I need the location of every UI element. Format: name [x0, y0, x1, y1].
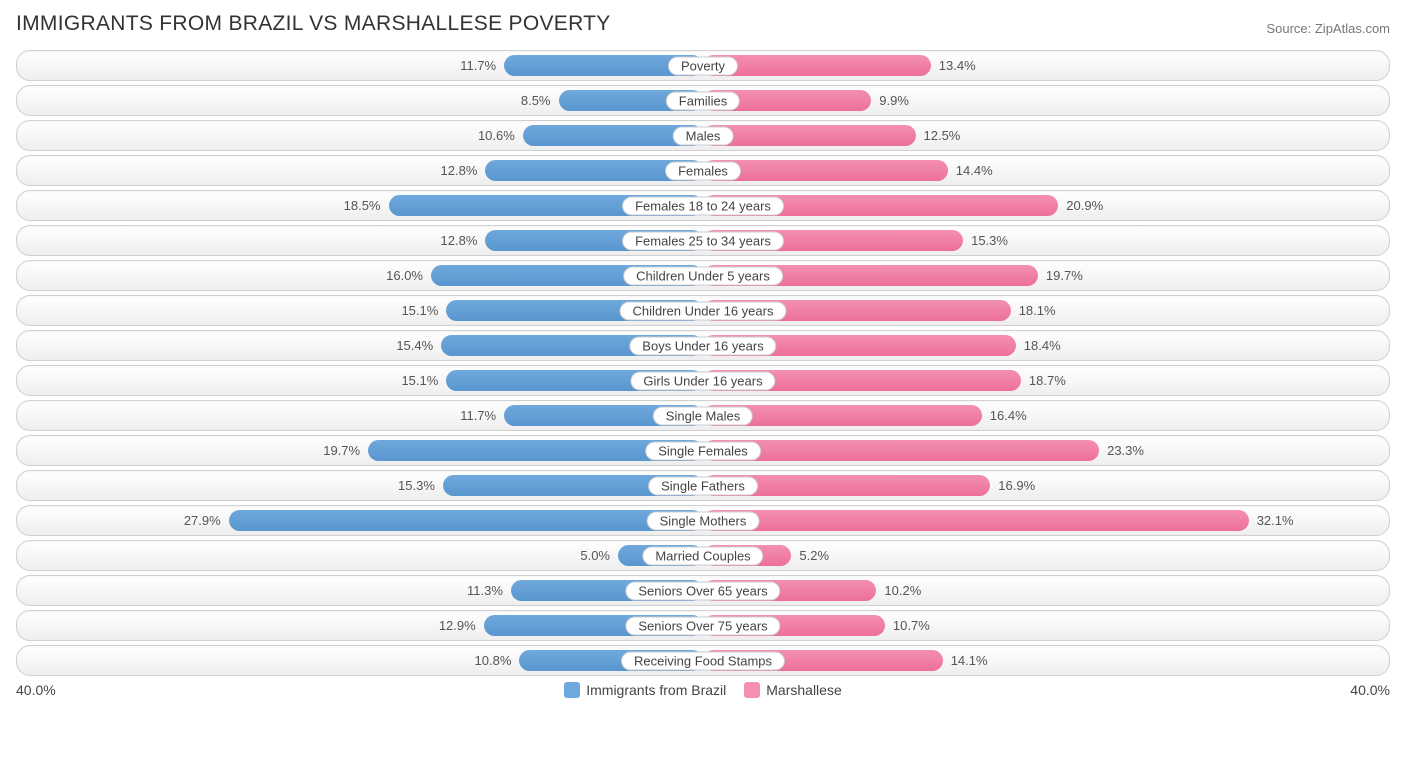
- value-left: 15.1%: [401, 370, 446, 391]
- value-right: 16.9%: [990, 475, 1035, 496]
- value-left: 15.3%: [398, 475, 443, 496]
- chart-row: 12.9% 10.7% Seniors Over 75 years: [16, 610, 1390, 641]
- bar-right: [703, 510, 1249, 531]
- value-left: 8.5%: [521, 90, 559, 111]
- value-right: 19.7%: [1038, 265, 1083, 286]
- category-label: Males: [673, 126, 734, 145]
- value-left: 15.4%: [396, 335, 441, 356]
- legend: Immigrants from Brazil Marshallese: [564, 682, 842, 698]
- value-left: 12.8%: [441, 160, 486, 181]
- axis-max-left: 40.0%: [16, 682, 56, 698]
- value-right: 10.7%: [885, 615, 930, 636]
- chart-source: Source: ZipAtlas.com: [1266, 21, 1390, 36]
- category-label: Children Under 16 years: [620, 301, 787, 320]
- value-right: 18.7%: [1021, 370, 1066, 391]
- value-left: 15.1%: [401, 300, 446, 321]
- category-label: Girls Under 16 years: [630, 371, 775, 390]
- value-right: 14.4%: [948, 160, 993, 181]
- value-left: 11.7%: [460, 405, 504, 426]
- value-right: 13.4%: [931, 55, 976, 76]
- value-left: 12.8%: [441, 230, 486, 251]
- value-left: 11.7%: [460, 55, 504, 76]
- value-right: 15.3%: [963, 230, 1008, 251]
- value-left: 12.9%: [439, 615, 484, 636]
- chart-row: 10.6% 12.5% Males: [16, 120, 1390, 151]
- chart-row: 19.7% 23.3% Single Females: [16, 435, 1390, 466]
- chart-row: 27.9% 32.1% Single Mothers: [16, 505, 1390, 536]
- legend-label-left: Immigrants from Brazil: [586, 682, 726, 698]
- category-label: Poverty: [668, 56, 738, 75]
- value-left: 18.5%: [344, 195, 389, 216]
- value-left: 16.0%: [386, 265, 431, 286]
- value-right: 16.4%: [982, 405, 1027, 426]
- chart-row: 15.1% 18.7% Girls Under 16 years: [16, 365, 1390, 396]
- chart-header: IMMIGRANTS FROM BRAZIL VS MARSHALLESE PO…: [16, 12, 1390, 36]
- category-label: Boys Under 16 years: [629, 336, 776, 355]
- value-right: 10.2%: [876, 580, 921, 601]
- category-label: Females: [665, 161, 741, 180]
- chart-footer: 40.0% Immigrants from Brazil Marshallese…: [16, 682, 1390, 698]
- bar-right: [703, 125, 916, 146]
- value-left: 10.6%: [478, 125, 523, 146]
- category-label: Receiving Food Stamps: [621, 651, 785, 670]
- category-label: Single Females: [645, 441, 761, 460]
- chart-row: 16.0% 19.7% Children Under 5 years: [16, 260, 1390, 291]
- chart-row: 12.8% 14.4% Females: [16, 155, 1390, 186]
- category-label: Seniors Over 75 years: [625, 616, 780, 635]
- value-left: 11.3%: [467, 580, 511, 601]
- axis-max-right: 40.0%: [1350, 682, 1390, 698]
- value-right: 18.4%: [1016, 335, 1061, 356]
- bar-right: [703, 440, 1099, 461]
- category-label: Single Males: [653, 406, 753, 425]
- value-right: 32.1%: [1249, 510, 1294, 531]
- chart-row: 15.1% 18.1% Children Under 16 years: [16, 295, 1390, 326]
- chart-row: 18.5% 20.9% Females 18 to 24 years: [16, 190, 1390, 221]
- diverging-bar-chart: 11.7% 13.4% Poverty 8.5% 9.9% Families 10.6% 12…: [16, 50, 1390, 676]
- chart-row: 12.8% 15.3% Females 25 to 34 years: [16, 225, 1390, 256]
- value-right: 12.5%: [916, 125, 961, 146]
- category-label: Females 25 to 34 years: [622, 231, 784, 250]
- value-right: 9.9%: [871, 90, 909, 111]
- chart-title: IMMIGRANTS FROM BRAZIL VS MARSHALLESE PO…: [16, 12, 611, 36]
- chart-row: 15.4% 18.4% Boys Under 16 years: [16, 330, 1390, 361]
- chart-row: 8.5% 9.9% Families: [16, 85, 1390, 116]
- bar-left: [229, 510, 703, 531]
- category-label: Children Under 5 years: [623, 266, 783, 285]
- value-right: 23.3%: [1099, 440, 1144, 461]
- legend-item-left: Immigrants from Brazil: [564, 682, 726, 698]
- legend-swatch-right: [744, 682, 760, 698]
- value-right: 20.9%: [1058, 195, 1103, 216]
- category-label: Single Fathers: [648, 476, 758, 495]
- legend-item-right: Marshallese: [744, 682, 841, 698]
- chart-row: 11.3% 10.2% Seniors Over 65 years: [16, 575, 1390, 606]
- chart-row: 15.3% 16.9% Single Fathers: [16, 470, 1390, 501]
- value-right: 5.2%: [791, 545, 829, 566]
- category-label: Married Couples: [642, 546, 763, 565]
- category-label: Females 18 to 24 years: [622, 196, 784, 215]
- value-left: 19.7%: [323, 440, 368, 461]
- category-label: Seniors Over 65 years: [625, 581, 780, 600]
- legend-label-right: Marshallese: [766, 682, 841, 698]
- chart-row: 10.8% 14.1% Receiving Food Stamps: [16, 645, 1390, 676]
- chart-row: 5.0% 5.2% Married Couples: [16, 540, 1390, 571]
- category-label: Single Mothers: [647, 511, 760, 530]
- chart-row: 11.7% 13.4% Poverty: [16, 50, 1390, 81]
- chart-row: 11.7% 16.4% Single Males: [16, 400, 1390, 431]
- value-left: 10.8%: [475, 650, 520, 671]
- value-left: 5.0%: [580, 545, 618, 566]
- value-right: 18.1%: [1011, 300, 1056, 321]
- value-left: 27.9%: [184, 510, 229, 531]
- category-label: Families: [666, 91, 740, 110]
- value-right: 14.1%: [943, 650, 988, 671]
- legend-swatch-left: [564, 682, 580, 698]
